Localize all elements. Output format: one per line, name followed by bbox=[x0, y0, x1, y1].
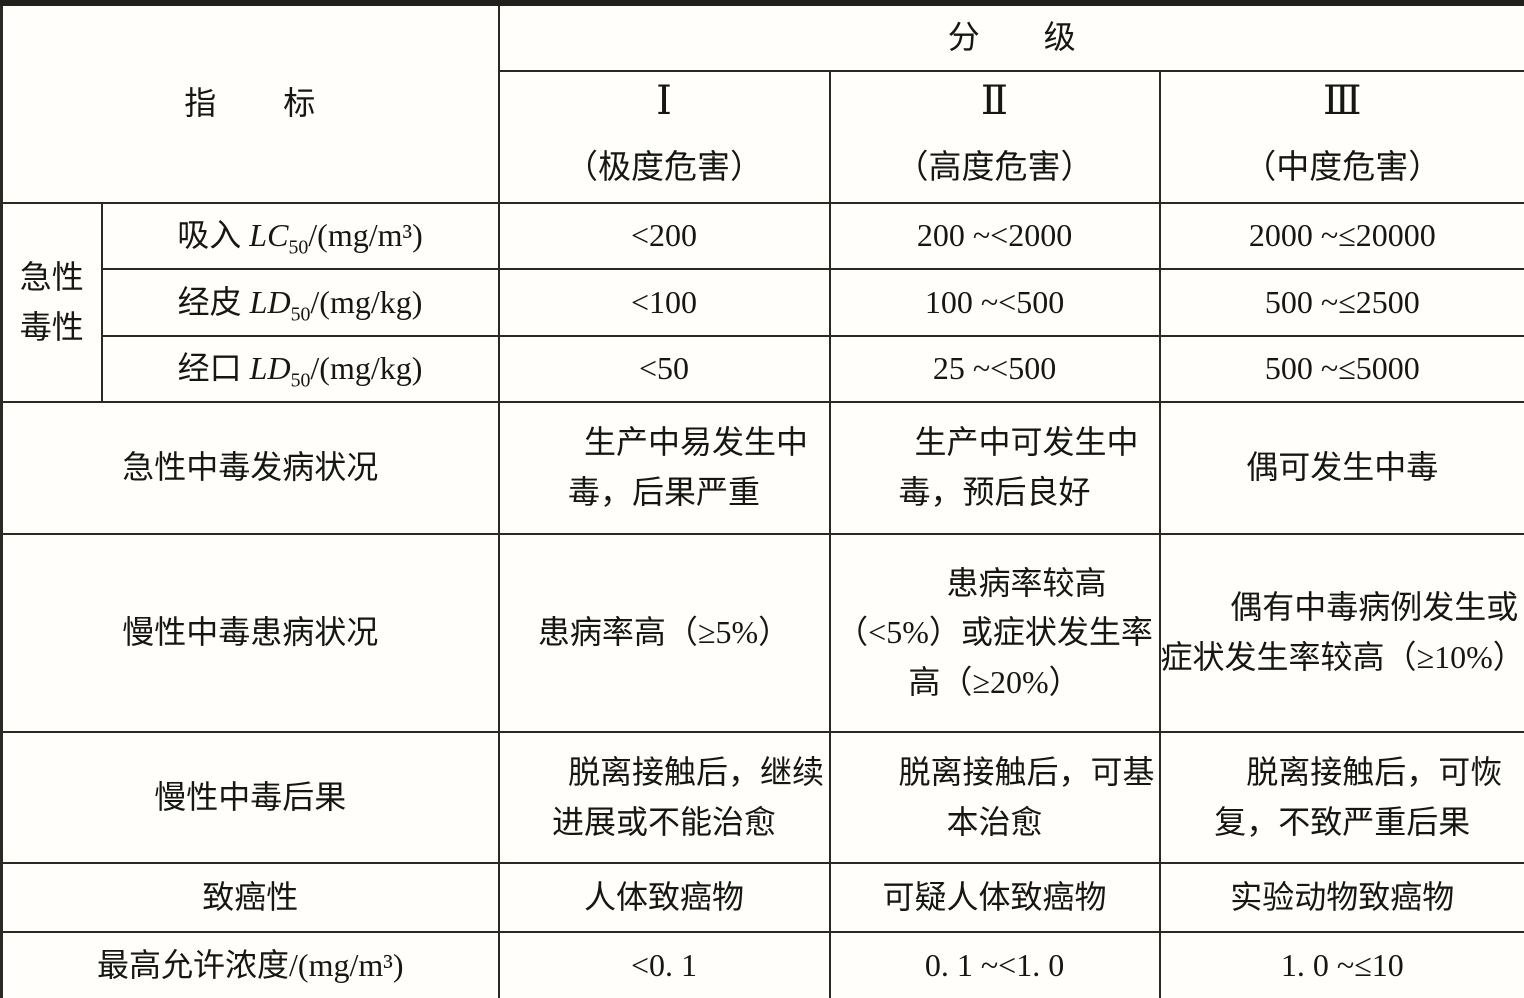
chronic-morbidity-grade1-cell: 患病率高（≥5%） bbox=[497, 533, 831, 733]
lc50-subscript: 50 bbox=[288, 236, 309, 259]
acute-dermal-label-cell: 经皮 LD50/(mg/kg) bbox=[100, 268, 500, 337]
grade-2-desc: （高度危害） bbox=[895, 150, 1094, 187]
acute-incidence-grade2-cell: 生产中可发生中毒，预后良好 bbox=[828, 401, 1161, 535]
acute-inhalation-grade3-value: 2000 ~≤20000 bbox=[1158, 202, 1524, 270]
acute-toxicity-group-cell: 急性 毒性 bbox=[0, 202, 103, 403]
chronic-morbidity-grade3-cell: 偶有中毒病例发生或症状发生率较高（≥10%） bbox=[1158, 533, 1524, 733]
grade-1-numeral: Ⅰ bbox=[656, 78, 672, 124]
ld50-subscript: 50 bbox=[290, 369, 311, 392]
grade-1-desc: （极度危害） bbox=[565, 150, 764, 187]
chronic-outcome-grade3-cell: 脱离接触后，可恢复，不致严重后果 bbox=[1158, 731, 1524, 864]
acute-label-prefix: 吸入 bbox=[177, 217, 250, 254]
acute-oral-grade3-value: 500 ~≤5000 bbox=[1158, 335, 1524, 403]
table-row: 急性中毒发病状况 生产中易发生中毒，后果严重 生产中可发生中毒，预后良好 偶可发… bbox=[0, 401, 1524, 535]
ld50-symbol: LD bbox=[249, 350, 291, 387]
acute-incidence-grade3-cell: 偶可发生中毒 bbox=[1158, 401, 1524, 535]
mac-grade1-value: <0. 1 bbox=[497, 931, 831, 998]
chronic-outcome-grade2-cell: 脱离接触后，可基本治愈 bbox=[828, 731, 1161, 864]
acute-oral-grade2-value: 25 ~<500 bbox=[828, 335, 1161, 403]
ld50-subscript: 50 bbox=[290, 303, 311, 326]
mac-grade3-value: 1. 0 ~≤10 bbox=[1158, 931, 1524, 998]
table-row: 致癌性 人体致癌物 可疑人体致癌物 实验动物致癌物 bbox=[0, 862, 1524, 933]
table-row: 急性 毒性 吸入 LC50/(mg/m³) <200 200 ~<2000 20… bbox=[0, 202, 1524, 403]
chronic-outcome-label-cell: 慢性中毒后果 bbox=[0, 731, 500, 864]
acute-incidence-grade1-cell: 生产中易发生中毒，后果严重 bbox=[497, 401, 831, 535]
ld50-symbol: LD bbox=[249, 283, 291, 320]
header-grade-1-cell: Ⅰ （极度危害） bbox=[497, 70, 831, 204]
header-grade-3-cell: Ⅲ （中度危害） bbox=[1158, 70, 1524, 204]
acute-inhalation-grade1-value: <200 bbox=[497, 202, 831, 270]
acute-label-prefix: 经皮 bbox=[177, 283, 250, 320]
mac-label-cell: 最高允许浓度/(mg/m³) bbox=[0, 931, 500, 998]
acute-label-unit: /(mg/m³) bbox=[308, 217, 423, 254]
header-grade-2-cell: Ⅱ （高度危害） bbox=[828, 70, 1161, 204]
acute-label-unit: /(mg/kg) bbox=[310, 283, 423, 320]
table-row: 慢性中毒患病状况 患病率高（≥5%） 患病率较高（<5%）或症状发生率高（≥20… bbox=[0, 533, 1524, 733]
acute-label-prefix: 经口 bbox=[177, 350, 250, 387]
acute-dermal-grade1-value: <100 bbox=[497, 268, 831, 337]
grade-3-desc: （中度危害） bbox=[1243, 150, 1442, 187]
acute-inhalation-label-cell: 吸入 LC50/(mg/m³) bbox=[100, 202, 500, 270]
acute-incidence-label-cell: 急性中毒发病状况 bbox=[0, 401, 500, 535]
mac-grade2-value: 0. 1 ~<1. 0 bbox=[828, 931, 1161, 998]
chronic-morbidity-label-cell: 慢性中毒患病状况 bbox=[0, 533, 500, 733]
acute-dermal-grade2-value: 100 ~<500 bbox=[828, 268, 1161, 337]
carcinogenicity-grade1-cell: 人体致癌物 bbox=[497, 862, 831, 933]
carcinogenicity-label-cell: 致癌性 bbox=[0, 862, 500, 933]
acute-inhalation-grade2-value: 200 ~<2000 bbox=[828, 202, 1161, 270]
acute-oral-label-cell: 经口 LD50/(mg/kg) bbox=[100, 335, 500, 403]
acute-oral-grade1-value: <50 bbox=[497, 335, 831, 403]
header-grading-cell: 分 级 bbox=[497, 2, 1524, 72]
table-row: 最高允许浓度/(mg/m³) <0. 1 0. 1 ~<1. 0 1. 0 ~≤… bbox=[0, 931, 1524, 998]
grade-2-numeral: Ⅱ bbox=[980, 78, 1009, 124]
grade-3-numeral: Ⅲ bbox=[1322, 78, 1362, 124]
chronic-morbidity-grade2-cell: 患病率较高（<5%）或症状发生率高（≥20%） bbox=[828, 533, 1161, 733]
carcinogenicity-grade3-cell: 实验动物致癌物 bbox=[1158, 862, 1524, 933]
header-indicator-cell: 指 标 bbox=[0, 2, 500, 204]
chronic-outcome-grade1-cell: 脱离接触后，继续进展或不能治愈 bbox=[497, 731, 831, 864]
table-row: 经皮 LD50/(mg/kg) <100 100 ~<500 500 ~≤250… bbox=[2, 268, 1524, 337]
lc50-symbol: LC bbox=[249, 217, 289, 254]
table-row: 慢性中毒后果 脱离接触后，继续进展或不能治愈 脱离接触后，可基本治愈 脱离接触后… bbox=[0, 731, 1524, 864]
acute-label-unit: /(mg/kg) bbox=[310, 350, 423, 387]
acute-dermal-grade3-value: 500 ~≤2500 bbox=[1158, 268, 1524, 337]
carcinogenicity-grade2-cell: 可疑人体致癌物 bbox=[828, 862, 1161, 933]
table-row: 经口 LD50/(mg/kg) <50 25 ~<500 500 ~≤5000 bbox=[2, 335, 1524, 403]
